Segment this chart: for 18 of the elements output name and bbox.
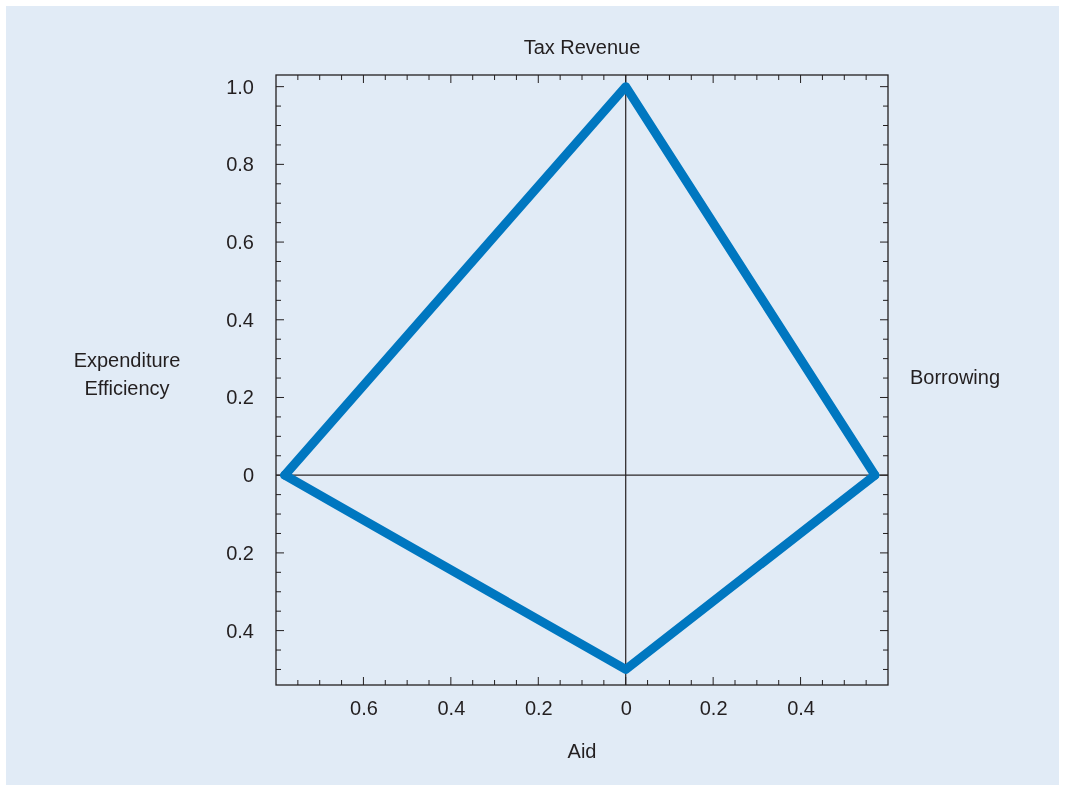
y-tick-label: 0.4 <box>226 308 254 331</box>
y-axis-title: Expenditure Efficiency <box>73 349 181 399</box>
y-tick-label: 0.2 <box>226 541 254 564</box>
y-tick-label: 0.2 <box>226 386 254 409</box>
x-tick-label: 0.4 <box>437 697 466 720</box>
y-tick-label: 0.6 <box>226 230 254 253</box>
x-tick-label: 0 <box>620 697 632 720</box>
chart-title: Tax Revenue <box>523 36 641 58</box>
x-axis-title: Aid <box>567 740 597 762</box>
y2-axis-title: Borrowing <box>909 366 1001 388</box>
y-tick-label: 0.4 <box>226 619 254 642</box>
y-tick-label: 0 <box>242 464 254 487</box>
y-tick-label: 1.0 <box>226 75 254 98</box>
x-tick-label: 0.2 <box>699 697 728 720</box>
y-tick-label: 0.8 <box>226 153 254 176</box>
x-tick-label: 0.2 <box>524 697 553 720</box>
x-tick-label: 0.4 <box>787 697 815 720</box>
x-tick-label: 0.6 <box>350 697 378 720</box>
